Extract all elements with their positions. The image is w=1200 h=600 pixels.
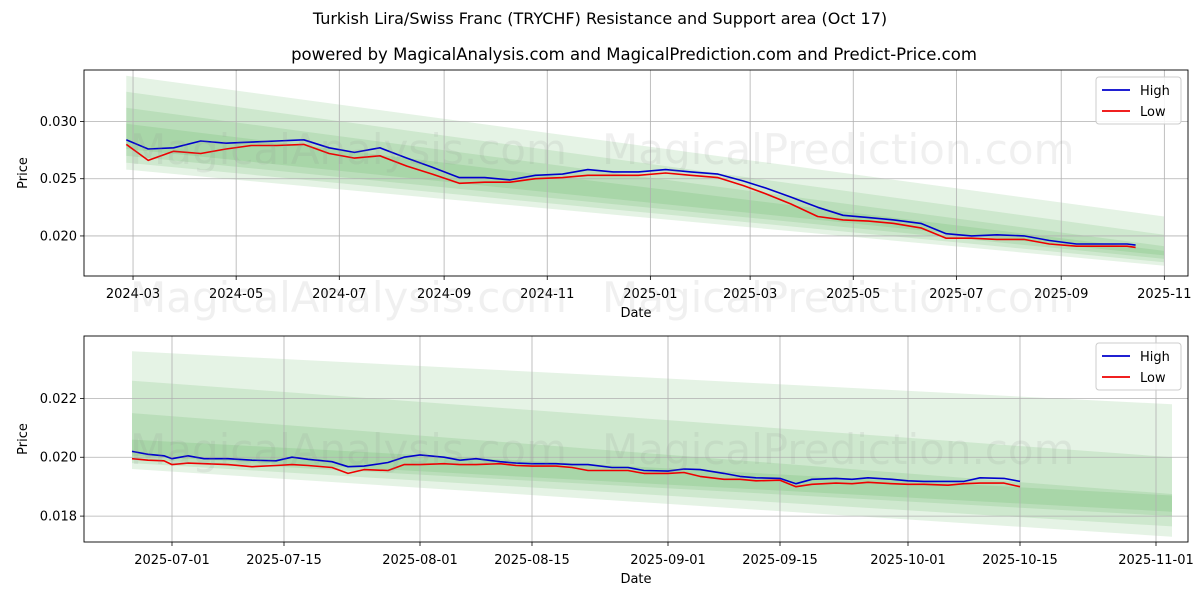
top-y-tick-label: 0.020 bbox=[40, 229, 77, 244]
bottom-x-axis-label: Date bbox=[620, 572, 651, 587]
chart-subtitle: powered by MagicalAnalysis.com and Magic… bbox=[291, 45, 977, 64]
bottom-panel: 2025-07-01 2025-07-15 2025-08-01 2025-08-15… bbox=[16, 335, 1194, 587]
top-series-low-line bbox=[125, 143, 1136, 249]
top-legend: High Low bbox=[1095, 76, 1182, 125]
bottom-x-tick-label: 2025-08-01 bbox=[382, 553, 458, 568]
bottom-legend-label-low: Low bbox=[1140, 371, 1166, 386]
bottom-legend-label-high: High bbox=[1140, 350, 1170, 365]
bottom-x-tick-label: 2025-08-15 bbox=[494, 553, 570, 568]
bottom-y-tick-label: 0.022 bbox=[40, 392, 77, 407]
top-legend-label-high: High bbox=[1140, 84, 1170, 99]
top-legend-box bbox=[1095, 76, 1182, 125]
top-x-tick-label: 2025-05 bbox=[826, 287, 880, 302]
top-band-1 bbox=[126, 91, 1165, 263]
bottom-series-high-line bbox=[131, 450, 1021, 485]
bottom-band-0 bbox=[132, 351, 1172, 537]
top-x-tick-label: 2024-11 bbox=[520, 287, 574, 302]
bottom-band-1 bbox=[132, 380, 1172, 527]
top-panel: 2024-03 2024-05 2024-07 2024-09 2024-11 2025-… bbox=[16, 69, 1191, 321]
top-series-high-line bbox=[125, 139, 1136, 246]
top-y-axis-label: Price bbox=[16, 157, 31, 189]
bottom-legend-box bbox=[1095, 342, 1182, 391]
top-x-tick-label: 2025-11 bbox=[1137, 287, 1191, 302]
bottom-series-low-line bbox=[131, 457, 1021, 488]
bottom-x-tick-label: 2025-07-01 bbox=[134, 553, 210, 568]
top-y-tick-label: 0.030 bbox=[40, 115, 77, 130]
bottom-x-tick-label: 2025-10-15 bbox=[982, 553, 1058, 568]
top-y-tick-label: 0.025 bbox=[40, 172, 77, 187]
bottom-band-2 bbox=[132, 413, 1172, 517]
top-x-tick-label: 2024-03 bbox=[106, 287, 160, 302]
top-x-tick-label: 2024-07 bbox=[312, 287, 366, 302]
top-x-tick-label: 2024-05 bbox=[209, 287, 263, 302]
top-legend-label-low: Low bbox=[1140, 105, 1166, 120]
bottom-legend: High Low bbox=[1095, 342, 1182, 391]
top-x-tick-label: 2025-09 bbox=[1034, 287, 1088, 302]
bottom-x-tick-label: 2025-07-15 bbox=[246, 553, 322, 568]
top-x-tick-label: 2025-07 bbox=[929, 287, 983, 302]
top-band-3 bbox=[126, 123, 1165, 256]
bottom-y-tick-label: 0.020 bbox=[40, 451, 77, 466]
bottom-y-axis-label: Price bbox=[16, 423, 31, 455]
top-x-axis-label: Date bbox=[620, 306, 651, 321]
top-x-tick-label: 2025-03 bbox=[723, 287, 777, 302]
top-x-tick-label: 2025-01 bbox=[623, 287, 677, 302]
bottom-y-tick-label: 0.018 bbox=[40, 510, 77, 525]
bottom-x-tick-label: 2025-09-15 bbox=[742, 553, 818, 568]
bottom-x-tick-label: 2025-11-01 bbox=[1118, 553, 1194, 568]
bottom-x-tick-label: 2025-10-01 bbox=[870, 553, 946, 568]
chart-title: Turkish Lira/Swiss Franc (TRYCHF) Resist… bbox=[312, 9, 888, 28]
bottom-x-tick-label: 2025-09-01 bbox=[630, 553, 706, 568]
bottom-axes-frame bbox=[83, 335, 1189, 543]
top-x-tick-label: 2024-09 bbox=[417, 287, 471, 302]
top-axes-frame bbox=[83, 69, 1189, 277]
